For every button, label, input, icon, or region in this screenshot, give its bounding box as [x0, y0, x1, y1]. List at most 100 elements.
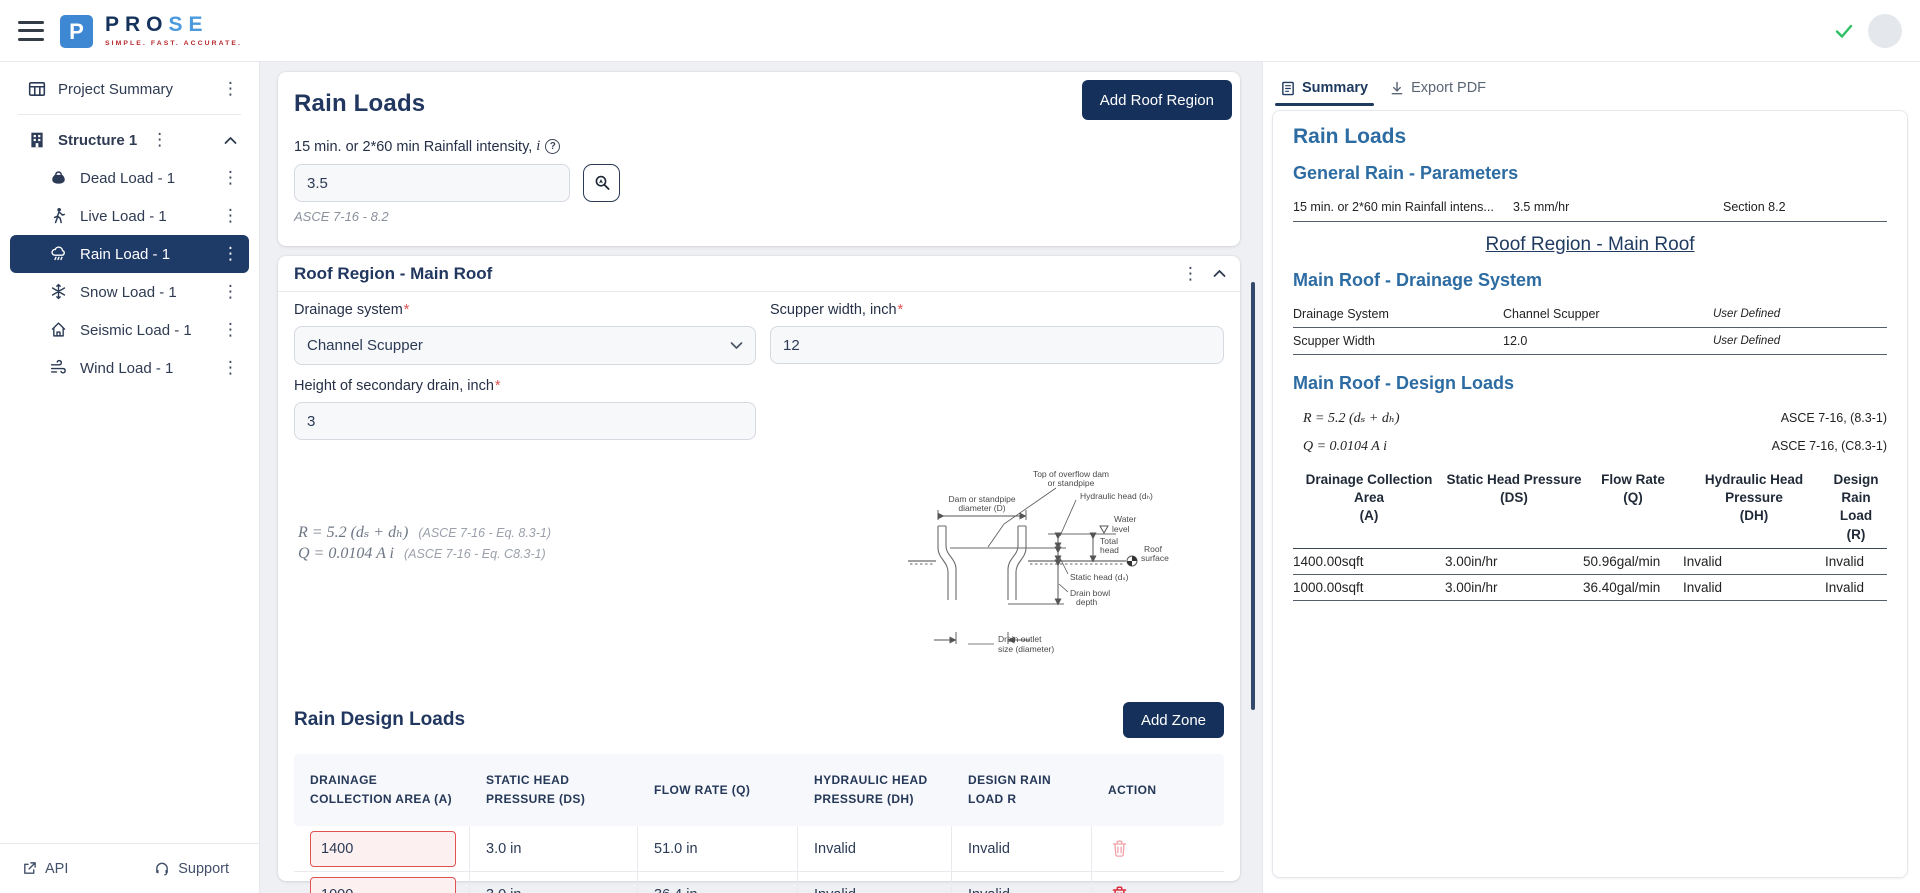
- sidebar-item-label: Rain Load - 1: [80, 245, 171, 263]
- live-load-kebab-icon[interactable]: ⋮: [222, 205, 239, 226]
- tab-summary[interactable]: Summary: [1275, 76, 1375, 106]
- help-icon[interactable]: ?: [545, 139, 561, 154]
- user-avatar[interactable]: [1868, 13, 1902, 48]
- sidebar-item-label: Snow Load - 1: [80, 283, 177, 301]
- sidebar-item-label: Structure 1: [58, 131, 138, 149]
- rainfall-intensity-symbol: i: [536, 138, 541, 154]
- drainage-area-input[interactable]: [310, 830, 456, 867]
- logo-word: PROSE: [105, 13, 242, 37]
- diagram-label-dam-2: diameter (D): [958, 503, 1005, 513]
- download-icon: [1390, 81, 1404, 96]
- tab-summary-label: Summary: [1302, 80, 1369, 96]
- support-link[interactable]: Support: [154, 861, 229, 877]
- sidebar-item-wind-load[interactable]: Wind Load - 1 ⋮: [10, 349, 249, 387]
- roof-region-collapse-chevron-up-icon[interactable]: [1213, 269, 1226, 278]
- design-loads-table-header: DRAINAGE COLLECTION AREA (A) STATIC HEAD…: [294, 754, 1224, 826]
- diagram-label-outlet-1: Drain outlet: [998, 634, 1042, 644]
- drainage-row-label: Scupper Width: [1293, 334, 1375, 348]
- diagram-label-outlet-2: size (diameter): [998, 644, 1054, 654]
- diagram-label-top-overflow-1: Top of overflow dam: [1033, 469, 1109, 479]
- wind-load-wind-icon: [50, 359, 68, 377]
- logo-letter: P: [69, 18, 84, 44]
- app-logo: P PROSE SIMPLE. FAST. ACCURATE.: [60, 13, 242, 48]
- delete-row-button[interactable]: [1108, 836, 1131, 861]
- seismic-load-house-icon: [50, 321, 68, 339]
- summary-cell-dh: Invalid: [1683, 553, 1723, 569]
- delete-row-button[interactable]: [1108, 882, 1131, 893]
- rain-load-kebab-icon[interactable]: ⋮: [222, 243, 239, 264]
- api-link[interactable]: API: [22, 861, 68, 877]
- logo-word-dark: PRO: [105, 13, 169, 36]
- sidebar-item-snow-load[interactable]: Snow Load - 1 ⋮: [10, 273, 249, 311]
- scupper-width-field: Scupper width, inch*: [770, 302, 1224, 365]
- diagram-label-hydraulic-head: Hydraulic head (dₕ): [1080, 491, 1153, 501]
- summary-title: Rain Loads: [1293, 125, 1407, 148]
- sidebar-item-dead-load[interactable]: Dead Load - 1 ⋮: [10, 159, 249, 197]
- roof-region-card: Roof Region - Main Roof ⋮ Drainage syste…: [278, 256, 1240, 893]
- column-header-design-rain-load: DESIGN RAIN LOAD R: [968, 773, 1052, 806]
- equation-r-text: R = 5.2 (dₛ + dₕ): [1303, 411, 1400, 426]
- snow-load-kebab-icon[interactable]: ⋮: [222, 281, 239, 302]
- map-search-icon: [593, 174, 611, 192]
- rainfall-lookup-button[interactable]: [583, 164, 620, 202]
- sidebar-item-structure-1[interactable]: Structure 1 ⋮: [10, 121, 249, 159]
- summary-cell-dh: Invalid: [1683, 579, 1723, 595]
- rain-design-loads-title: Rain Design Loads: [294, 709, 466, 730]
- dead-load-kebab-icon[interactable]: ⋮: [222, 167, 239, 188]
- sidebar-item-live-load[interactable]: Live Load - 1 ⋮: [10, 197, 249, 235]
- general-rain-parameters-heading: General Rain - Parameters: [1293, 163, 1519, 183]
- project-summary-kebab-icon[interactable]: ⋮: [222, 78, 239, 99]
- design-load-cell: Invalid: [952, 826, 1092, 871]
- add-roof-region-button[interactable]: Add Roof Region: [1081, 80, 1232, 120]
- summary-col-symbol: (DH): [1739, 508, 1769, 524]
- equation-r-reference: ASCE 7-16, (8.3-1): [1780, 411, 1887, 425]
- page-title: Rain Loads: [294, 90, 426, 117]
- structure-kebab-icon[interactable]: ⋮: [151, 129, 169, 150]
- column-header-hydraulic-head: HYDRAULIC HEAD PRESSURE (DH): [814, 773, 928, 806]
- summary-equation-r: R = 5.2 (dₛ + dₕ) ASCE 7-16, (8.3-1): [1293, 404, 1887, 433]
- roof-region-header: Roof Region - Main Roof ⋮: [278, 256, 1240, 292]
- support-link-label: Support: [178, 860, 229, 877]
- drainage-system-select[interactable]: Channel Scupper: [294, 326, 756, 365]
- static-head-cell: 3.0 in: [470, 826, 638, 871]
- saved-check-icon: [1834, 22, 1854, 40]
- summary-col-symbol: (DS): [1500, 490, 1528, 506]
- parameter-value: 3.5 mm/hr: [1513, 200, 1570, 214]
- logo-text: PROSE SIMPLE. FAST. ACCURATE.: [105, 13, 242, 47]
- drainage-system-heading: Main Roof - Drainage System: [1293, 270, 1543, 290]
- sidebar-item-project-summary[interactable]: Project Summary ⋮: [10, 70, 249, 108]
- parameter-label: 15 min. or 2*60 min Rainfall intens...: [1293, 200, 1494, 214]
- drainage-area-input[interactable]: [310, 876, 456, 893]
- required-asterisk: *: [494, 378, 501, 394]
- sidebar: Project Summary ⋮ Structure 1 ⋮ Dead Loa…: [0, 62, 260, 893]
- summary-panel: Summary Export PDF Rain Loads General Ra…: [1262, 62, 1920, 893]
- rainfall-code-reference: ASCE 7-16 - 8.2: [294, 209, 389, 224]
- column-header-flow-rate: FLOW RATE (Q): [654, 782, 751, 797]
- snow-load-snowflake-icon: [50, 283, 68, 301]
- scupper-width-label-text: Scupper width, inch: [770, 302, 897, 318]
- tab-export-pdf[interactable]: Export PDF: [1384, 76, 1492, 106]
- structure-collapse-chevron-up-icon[interactable]: [224, 136, 237, 145]
- roof-region-title: Roof Region - Main Roof: [294, 263, 493, 283]
- roof-region-link[interactable]: Roof Region - Main Roof: [1485, 234, 1695, 255]
- add-zone-button[interactable]: Add Zone: [1122, 702, 1224, 738]
- summary-cell-q: 50.96gal/min: [1583, 553, 1661, 569]
- wind-load-kebab-icon[interactable]: ⋮: [222, 357, 239, 378]
- seismic-load-kebab-icon[interactable]: ⋮: [222, 319, 239, 340]
- sidebar-item-seismic-load[interactable]: Seismic Load - 1 ⋮: [10, 311, 249, 349]
- hamburger-menu-icon[interactable]: [18, 20, 44, 41]
- topbar: P PROSE SIMPLE. FAST. ACCURATE.: [0, 0, 1920, 62]
- summary-col-name: Drainage Collection Area: [1305, 472, 1433, 506]
- rainfall-intensity-input[interactable]: [294, 164, 570, 202]
- drainage-system-label-text: Drainage system: [294, 302, 403, 318]
- main-scrollbar-thumb[interactable]: [1251, 282, 1255, 710]
- roof-region-kebab-icon[interactable]: ⋮: [1182, 263, 1199, 284]
- scupper-width-input[interactable]: [770, 326, 1224, 364]
- diagram-label-static-head: Static head (dₛ): [1070, 572, 1129, 582]
- sidebar-item-rain-load[interactable]: Rain Load - 1 ⋮: [10, 235, 249, 273]
- external-link-icon: [22, 861, 37, 876]
- summary-col-symbol: (Q): [1623, 490, 1643, 506]
- drainage-row: Scupper Width 12.0 User Defined: [1293, 328, 1887, 355]
- secondary-drain-input[interactable]: [294, 402, 756, 440]
- summary-col-name: Static Head Pressure: [1446, 472, 1582, 487]
